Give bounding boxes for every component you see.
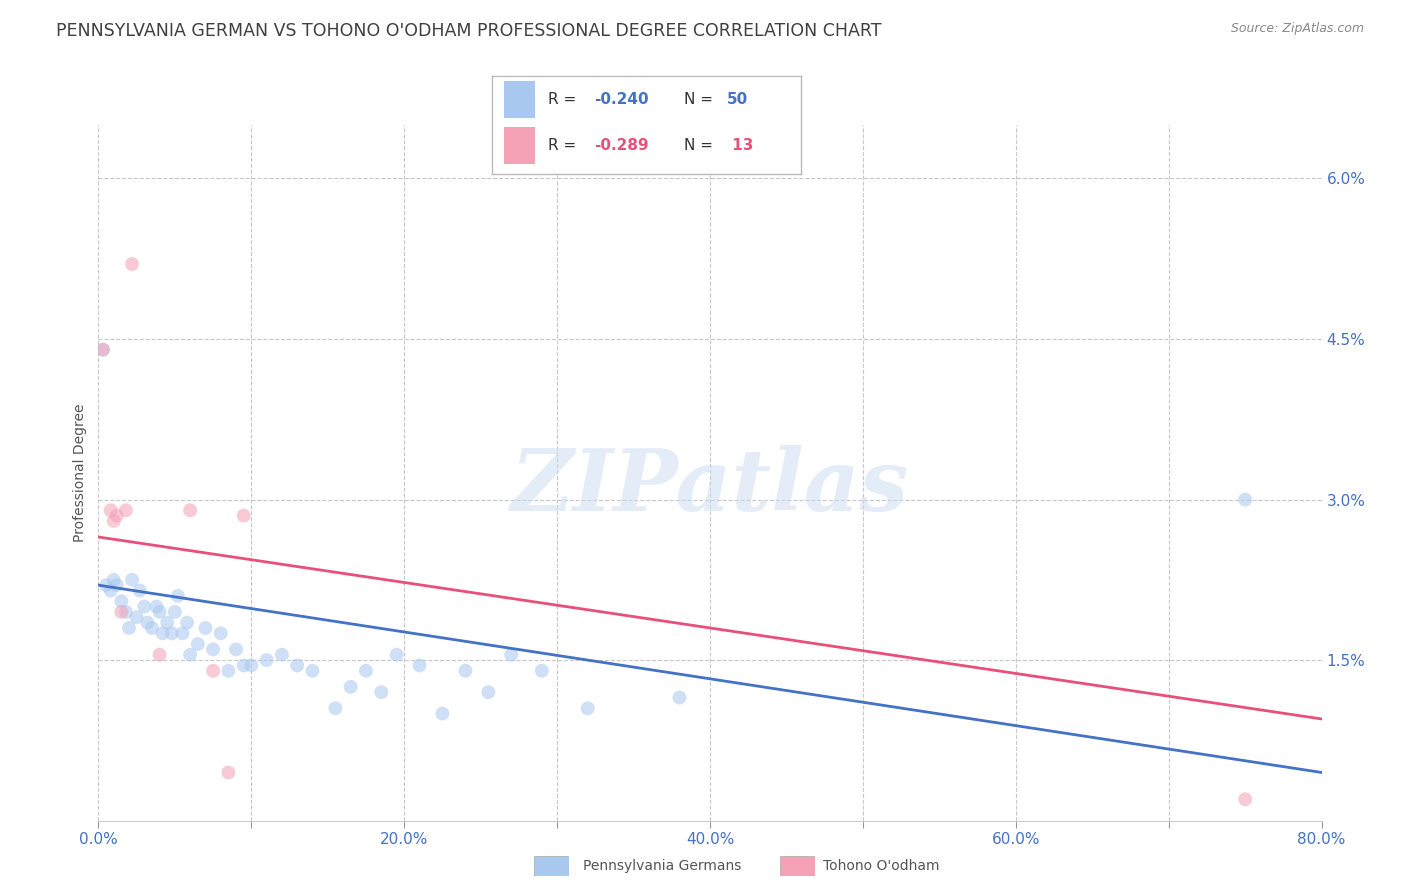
Point [125, 610, 148, 624]
Point [232, 508, 254, 523]
Point [141, 621, 163, 635]
Point [285, 658, 308, 673]
Point [136, 615, 159, 630]
Point [301, 664, 323, 678]
Point [232, 658, 254, 673]
Point [160, 626, 183, 640]
Point [94, 578, 117, 592]
Point [217, 664, 239, 678]
Text: -0.240: -0.240 [595, 92, 648, 107]
Point [110, 605, 132, 619]
Point [91, 343, 114, 357]
Text: ZIPatlas: ZIPatlas [510, 445, 910, 528]
Point [217, 765, 239, 780]
Point [121, 573, 143, 587]
Point [194, 621, 217, 635]
Text: N =: N = [683, 138, 713, 153]
Point [668, 690, 690, 705]
Point [134, 599, 156, 614]
Point [179, 503, 201, 517]
Point [202, 664, 225, 678]
Text: PENNSYLVANIA GERMAN VS TOHONO O'ODHAM PROFESSIONAL DEGREE CORRELATION CHART: PENNSYLVANIA GERMAN VS TOHONO O'ODHAM PR… [56, 22, 882, 40]
Point [110, 594, 132, 608]
Y-axis label: Professional Degree: Professional Degree [73, 403, 87, 542]
Text: Source: ZipAtlas.com: Source: ZipAtlas.com [1230, 22, 1364, 36]
Point [156, 615, 179, 630]
Text: 13: 13 [727, 138, 754, 153]
Point [370, 685, 392, 699]
Point [91, 343, 114, 357]
Point [576, 701, 599, 715]
Point [115, 503, 138, 517]
Point [240, 658, 263, 673]
Point [179, 648, 201, 662]
Point [270, 648, 292, 662]
Text: R =: R = [548, 138, 576, 153]
Point [100, 503, 122, 517]
FancyBboxPatch shape [780, 856, 815, 876]
Point [354, 664, 377, 678]
Point [408, 658, 430, 673]
Point [145, 599, 167, 614]
Text: R =: R = [548, 92, 576, 107]
Text: Pennsylvania Germans: Pennsylvania Germans [583, 859, 742, 873]
Point [325, 701, 347, 715]
Point [103, 514, 125, 528]
Point [128, 583, 150, 598]
Point [477, 685, 499, 699]
Point [121, 257, 143, 271]
Point [1234, 792, 1257, 806]
Point [105, 508, 128, 523]
Text: Tohono O'odham: Tohono O'odham [823, 859, 939, 873]
Point [115, 605, 138, 619]
Text: 50: 50 [727, 92, 748, 107]
Text: N =: N = [683, 92, 713, 107]
FancyBboxPatch shape [505, 127, 536, 164]
Point [187, 637, 209, 651]
Point [501, 648, 523, 662]
Point [209, 626, 232, 640]
Point [118, 621, 141, 635]
Point [530, 664, 553, 678]
Point [202, 642, 225, 657]
Point [103, 573, 125, 587]
Point [385, 648, 408, 662]
Point [172, 626, 194, 640]
Point [100, 583, 122, 598]
Point [256, 653, 278, 667]
Point [152, 626, 174, 640]
Point [1234, 492, 1257, 507]
Point [432, 706, 454, 721]
FancyBboxPatch shape [534, 856, 569, 876]
Point [339, 680, 361, 694]
Point [149, 648, 172, 662]
Point [454, 664, 477, 678]
Point [225, 642, 247, 657]
Point [167, 589, 190, 603]
Point [176, 615, 198, 630]
FancyBboxPatch shape [505, 80, 536, 118]
Point [149, 605, 172, 619]
Text: -0.289: -0.289 [595, 138, 648, 153]
Point [105, 578, 128, 592]
Point [163, 605, 186, 619]
